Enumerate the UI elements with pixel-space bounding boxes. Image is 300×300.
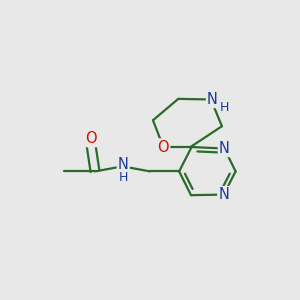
Text: H: H	[220, 101, 229, 114]
Text: H: H	[118, 171, 128, 184]
Text: N: N	[218, 187, 229, 202]
Text: N: N	[219, 141, 230, 156]
Text: N: N	[207, 92, 218, 107]
Text: O: O	[85, 131, 96, 146]
Text: O: O	[158, 140, 169, 154]
Text: N: N	[118, 158, 129, 172]
